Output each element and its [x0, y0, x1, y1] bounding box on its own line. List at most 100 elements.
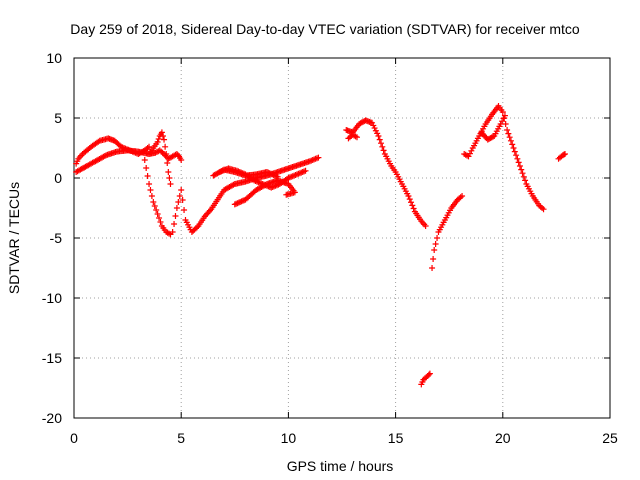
series-arc-m: [429, 193, 466, 271]
data-point: [162, 143, 169, 150]
data-point: [154, 139, 161, 145]
data-point: [431, 247, 438, 253]
x-tick-label: 5: [177, 430, 185, 446]
data-point: [148, 193, 155, 199]
data-point: [156, 215, 163, 221]
data-point: [378, 140, 385, 147]
x-tick-label: 15: [388, 430, 404, 446]
data-point: [405, 193, 412, 199]
series-arc-l: [418, 370, 433, 388]
data-point: [144, 173, 151, 179]
x-tick-label: 0: [70, 430, 78, 446]
data-point: [511, 148, 518, 155]
data-point: [459, 193, 466, 199]
data-point: [157, 219, 164, 225]
data-point: [507, 137, 514, 144]
data-point: [141, 157, 148, 163]
series-arc-o: [478, 112, 508, 143]
data-point: [499, 109, 506, 115]
grid: [74, 58, 610, 418]
data-point: [165, 169, 172, 175]
data-point: [176, 193, 183, 199]
data-point: [101, 152, 108, 159]
data-point: [429, 265, 436, 271]
y-tick-label: 10: [46, 50, 62, 66]
data-point: [369, 119, 376, 126]
data-points: [73, 103, 568, 388]
series-arc-j: [343, 117, 429, 229]
data-point: [501, 112, 508, 119]
data-point: [172, 213, 179, 219]
data-point: [380, 147, 387, 154]
data-point: [194, 224, 201, 231]
data-point: [146, 143, 153, 150]
chart-title: Day 259 of 2018, Sidereal Day-to-day VTE…: [70, 21, 580, 37]
data-point: [181, 207, 188, 213]
data-point: [409, 202, 416, 209]
y-tick-label: 0: [54, 170, 62, 186]
data-point: [434, 235, 441, 241]
data-point: [408, 199, 415, 206]
data-point: [154, 211, 161, 217]
data-point: [425, 371, 432, 378]
data-point: [150, 199, 157, 205]
data-point: [506, 134, 513, 141]
y-tick-label: -20: [42, 410, 62, 426]
data-point: [522, 177, 529, 184]
data-point: [515, 159, 522, 166]
data-point: [354, 134, 361, 141]
y-tick-label: 5: [54, 110, 62, 126]
data-point: [178, 157, 185, 163]
data-point: [315, 154, 322, 161]
data-point: [153, 207, 160, 213]
data-point: [509, 141, 516, 148]
y-tick-label: -10: [42, 290, 62, 306]
data-point: [519, 170, 526, 177]
series-arc-e: [161, 151, 185, 163]
data-point: [159, 133, 166, 139]
data-point: [504, 127, 511, 133]
data-point: [518, 166, 525, 173]
data-point: [178, 187, 185, 193]
data-point: [372, 127, 379, 134]
data-point: [146, 181, 153, 187]
series-arc-p: [555, 151, 568, 162]
data-point: [489, 133, 496, 140]
data-point: [426, 370, 433, 377]
data-point: [510, 145, 517, 151]
data-point: [513, 152, 520, 159]
data-point: [179, 197, 186, 203]
data-point: [505, 130, 512, 137]
data-point: [371, 125, 378, 132]
y-tick-label: -15: [42, 350, 62, 366]
x-tick-label: 10: [281, 430, 297, 446]
series-arc-b: [73, 135, 153, 167]
data-point: [283, 191, 290, 198]
series-arc-d: [146, 129, 174, 187]
data-point: [230, 181, 237, 188]
data-point: [370, 122, 377, 129]
data-point: [166, 175, 173, 181]
data-point: [379, 143, 386, 150]
data-point: [151, 203, 158, 209]
series-arc-f: [169, 154, 322, 235]
data-point: [375, 133, 382, 139]
x-tick-label: 20: [495, 430, 511, 446]
series-arc-n: [461, 103, 547, 213]
data-point: [173, 205, 180, 211]
data-point: [561, 151, 568, 157]
data-point: [502, 121, 509, 127]
data-point: [520, 173, 527, 180]
data-point: [500, 115, 507, 122]
data-point: [430, 256, 437, 262]
data-point: [540, 206, 547, 213]
data-point: [514, 155, 521, 162]
x-tick-label: 25: [602, 430, 618, 446]
data-point: [410, 205, 417, 212]
data-point: [175, 199, 182, 205]
data-point: [155, 136, 162, 142]
data-point: [302, 167, 309, 174]
data-point: [374, 130, 381, 137]
data-point: [167, 181, 174, 187]
